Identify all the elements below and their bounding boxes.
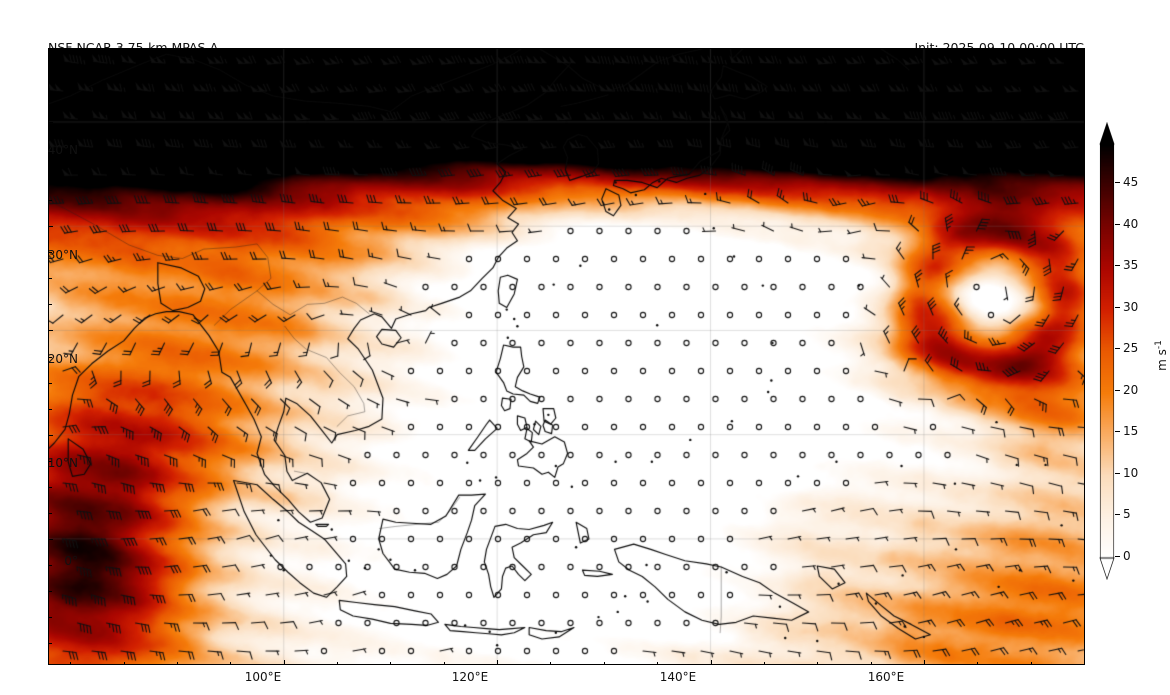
longitude-tick-mark: [1031, 661, 1032, 664]
colorbar-tick-label: 0: [1123, 549, 1131, 563]
colorbar-tick-mark: [1115, 514, 1120, 515]
colorbar-unit-label: m s-1: [1154, 340, 1169, 371]
latitude-tick-mark: [49, 591, 52, 592]
colorbar-tick-mark: [1115, 348, 1120, 349]
colorbar-tick-mark: [1115, 390, 1120, 391]
longitude-tick-mark: [871, 661, 872, 664]
longitude-tick-mark: [817, 661, 818, 664]
colorbar-tick-mark: [1115, 307, 1120, 308]
latitude-tick-mark: [49, 96, 52, 97]
colorbar-tick-label: 10: [1123, 466, 1139, 480]
latitude-tick-mark: [49, 435, 53, 436]
colorbar[interactable]: 45 40 35 30 25 20 15 10 5 0: [1097, 122, 1138, 580]
latitude-tick-mark: [49, 643, 52, 644]
latitude-tick-mark: [49, 70, 52, 71]
latitude-tick-mark: [49, 330, 53, 331]
colorbar-tick-label: 30: [1123, 300, 1139, 314]
latitude-tick-mark: [49, 174, 52, 175]
longitude-tick-mark: [924, 660, 925, 664]
longitude-tick-mark: [657, 661, 658, 664]
latitude-tick-mark: [49, 278, 52, 279]
longitude-tick-label: 100°E: [244, 670, 282, 684]
latitude-tick-mark: [49, 252, 52, 253]
longitude-tick-mark: [70, 661, 71, 664]
colorbar-tick-label: 20: [1123, 383, 1139, 397]
colorbar-tick-mark: [1115, 265, 1120, 266]
longitude-tick-mark: [604, 661, 605, 664]
longitude-tick-mark: [337, 661, 338, 664]
latitude-tick-mark: [49, 200, 52, 201]
map-axes[interactable]: [48, 48, 1085, 665]
longitude-tick-mark: [764, 661, 765, 664]
latitude-tick-mark: [49, 383, 52, 384]
latitude-tick-label: 30°N: [47, 248, 78, 262]
longitude-tick-mark: [230, 661, 231, 664]
longitude-tick-mark: [497, 660, 498, 664]
latitude-tick-mark: [49, 357, 52, 358]
colorbar-tick-mark: [1115, 224, 1120, 225]
colorbar-tick-label: 40: [1123, 217, 1139, 231]
latitude-tick-mark: [49, 409, 52, 410]
longitude-tick-mark: [390, 661, 391, 664]
longitude-tick-label: 120°E: [451, 670, 489, 684]
colorbar-tick-label: 45: [1123, 175, 1139, 189]
colorbar-unit-prefix: m s: [1154, 349, 1169, 371]
longitude-tick-mark: [711, 660, 712, 664]
latitude-tick-mark: [49, 617, 52, 618]
longitude-tick-mark: [1084, 662, 1085, 665]
colorbar-tick-mark: [1115, 473, 1120, 474]
latitude-tick-mark: [49, 304, 52, 305]
colorbar-tick-mark: [1115, 431, 1120, 432]
latitude-tick-mark: [49, 148, 52, 149]
longitude-tick-mark: [550, 661, 551, 664]
latitude-tick-mark: [49, 487, 52, 488]
latitude-tick-mark: [49, 461, 52, 462]
latitude-tick-label: 20°N: [47, 352, 78, 366]
longitude-tick-label: 160°E: [867, 670, 905, 684]
latitude-tick-mark: [49, 513, 52, 514]
longitude-tick-label: 140°E: [659, 670, 697, 684]
latitude-tick-mark: [49, 565, 52, 566]
longitude-tick-mark: [177, 661, 178, 664]
map-canvas: [49, 49, 1084, 664]
longitude-tick-mark: [284, 660, 285, 664]
latitude-tick-label: 10°N: [47, 456, 78, 470]
latitude-tick-mark: [49, 122, 53, 123]
latitude-tick-label: 40°N: [47, 143, 78, 157]
longitude-tick-mark: [977, 661, 978, 664]
colorbar-gradient: [1097, 122, 1117, 580]
colorbar-tick-label: 35: [1123, 258, 1139, 272]
wind-barb-layer: [49, 49, 1084, 664]
colorbar-unit-exponent: -1: [1153, 340, 1164, 350]
longitude-tick-mark: [444, 661, 445, 664]
longitude-tick-mark: [124, 661, 125, 664]
colorbar-tick-label: 5: [1123, 507, 1131, 521]
latitude-tick-label: 0°: [64, 554, 78, 568]
latitude-tick-mark: [49, 539, 53, 540]
colorbar-tick-mark: [1115, 556, 1120, 557]
colorbar-tick-label: 25: [1123, 341, 1139, 355]
colorbar-tick-mark: [1115, 182, 1120, 183]
latitude-tick-mark: [49, 226, 53, 227]
colorbar-tick-label: 15: [1123, 424, 1139, 438]
